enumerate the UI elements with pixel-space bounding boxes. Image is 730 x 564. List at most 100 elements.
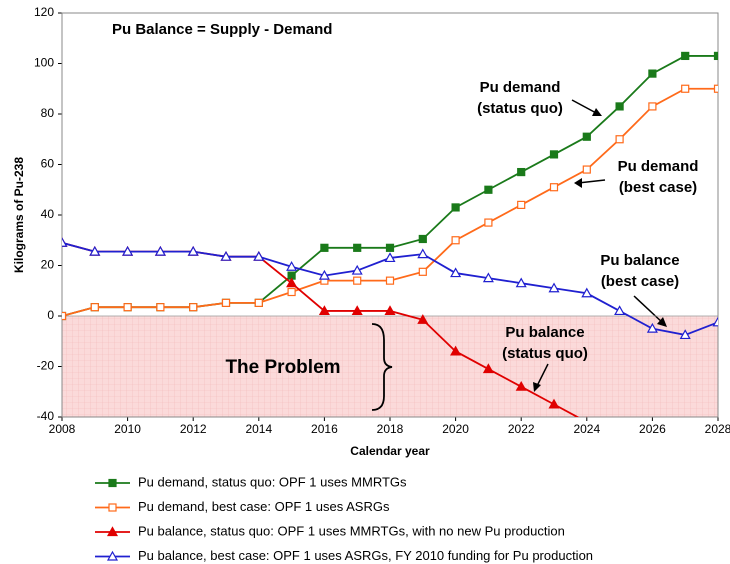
marker (418, 234, 427, 244)
arrow (633, 295, 665, 325)
y-tick-label: 60 (41, 157, 55, 171)
marker (106, 550, 119, 561)
marker (582, 132, 591, 141)
marker (385, 243, 395, 252)
brace (371, 323, 393, 411)
marker (108, 503, 117, 512)
marker (451, 203, 460, 212)
marker (287, 287, 296, 297)
legend-label: Pu balance, best case: OPF 1 uses ASRGs,… (138, 548, 593, 563)
x-tick-label: 2018 (377, 422, 404, 436)
arrow (571, 99, 599, 115)
annotation: Pu demand (480, 79, 561, 96)
marker (89, 245, 101, 256)
x-tick-label: 2008 (49, 422, 76, 436)
marker (156, 303, 165, 312)
marker (450, 267, 462, 278)
legend-label: Pu balance, status quo: OPF 1 uses MMRTG… (138, 523, 565, 538)
marker (106, 526, 119, 537)
marker (679, 329, 691, 340)
marker (646, 322, 658, 333)
x-tick-label: 2026 (639, 422, 666, 436)
annotation: (best case) (619, 179, 697, 196)
annotation: Pu balance (505, 324, 584, 341)
marker (548, 398, 560, 409)
annotation: The Problem (225, 357, 340, 378)
plot-frame (61, 12, 719, 418)
marker (320, 243, 329, 252)
marker (517, 167, 526, 177)
y-axis-label: Kilograms of Pu-238 (12, 157, 26, 273)
marker (318, 269, 330, 280)
marker (482, 363, 494, 374)
x-tick-label: 2020 (442, 422, 469, 436)
y-tick-label: 100 (34, 56, 54, 70)
marker (581, 287, 593, 298)
marker (517, 200, 526, 209)
x-tick-label: 2028 (705, 422, 730, 436)
x-tick-label: 2022 (508, 422, 535, 436)
marker (318, 305, 330, 316)
x-axis-label: Calendar year (350, 444, 430, 458)
x-tick-label: 2010 (114, 422, 141, 436)
y-tick-label: 80 (41, 106, 55, 120)
marker (353, 243, 362, 252)
marker (450, 345, 462, 356)
annotation: Pu balance (600, 252, 679, 269)
arrowheads (533, 108, 667, 392)
marker (254, 298, 263, 307)
marker (548, 282, 560, 293)
marker (122, 245, 134, 256)
marker (90, 303, 99, 312)
marker (484, 185, 493, 194)
marker (549, 150, 559, 159)
legend-label: Pu demand, status quo: OPF 1 uses MMRTGs (138, 474, 407, 489)
marker (681, 51, 690, 61)
marker (515, 277, 527, 288)
marker (384, 305, 396, 316)
marker (515, 380, 527, 391)
marker (187, 245, 199, 256)
marker (615, 135, 624, 144)
annotation: Pu demand (618, 158, 699, 175)
arrow (577, 179, 606, 184)
marker (108, 478, 117, 488)
marker (123, 303, 132, 312)
x-tick-label: 2024 (573, 422, 600, 436)
marker (648, 102, 657, 111)
marker (253, 250, 265, 261)
marker (286, 277, 298, 288)
annotation: (status quo) (502, 345, 588, 362)
marker (417, 314, 429, 324)
marker (417, 248, 429, 259)
y-tick-label: 120 (34, 5, 54, 19)
marker (286, 261, 298, 271)
marker (614, 305, 626, 316)
marker (62, 237, 68, 247)
marker (615, 102, 624, 111)
marker (648, 69, 657, 78)
marker (189, 303, 198, 312)
y-tick-label: -40 (37, 409, 55, 423)
marker (351, 305, 363, 316)
marker (154, 245, 166, 256)
marker (484, 218, 493, 227)
x-tick-label: 2016 (311, 422, 338, 436)
marker (713, 84, 718, 93)
marker (351, 264, 363, 275)
y-tick-label: 40 (41, 207, 55, 221)
marker (681, 84, 690, 93)
marker (221, 298, 231, 307)
marker (712, 316, 718, 327)
marker (385, 276, 395, 285)
marker (353, 276, 362, 285)
marker (384, 252, 396, 263)
annotation: (best case) (601, 273, 679, 290)
marker (482, 272, 494, 283)
legend-label: Pu demand, best case: OPF 1 uses ASRGs (138, 499, 390, 514)
marker (582, 165, 591, 174)
marker (451, 236, 460, 245)
annotation: (status quo) (477, 100, 563, 117)
marker (220, 250, 232, 261)
